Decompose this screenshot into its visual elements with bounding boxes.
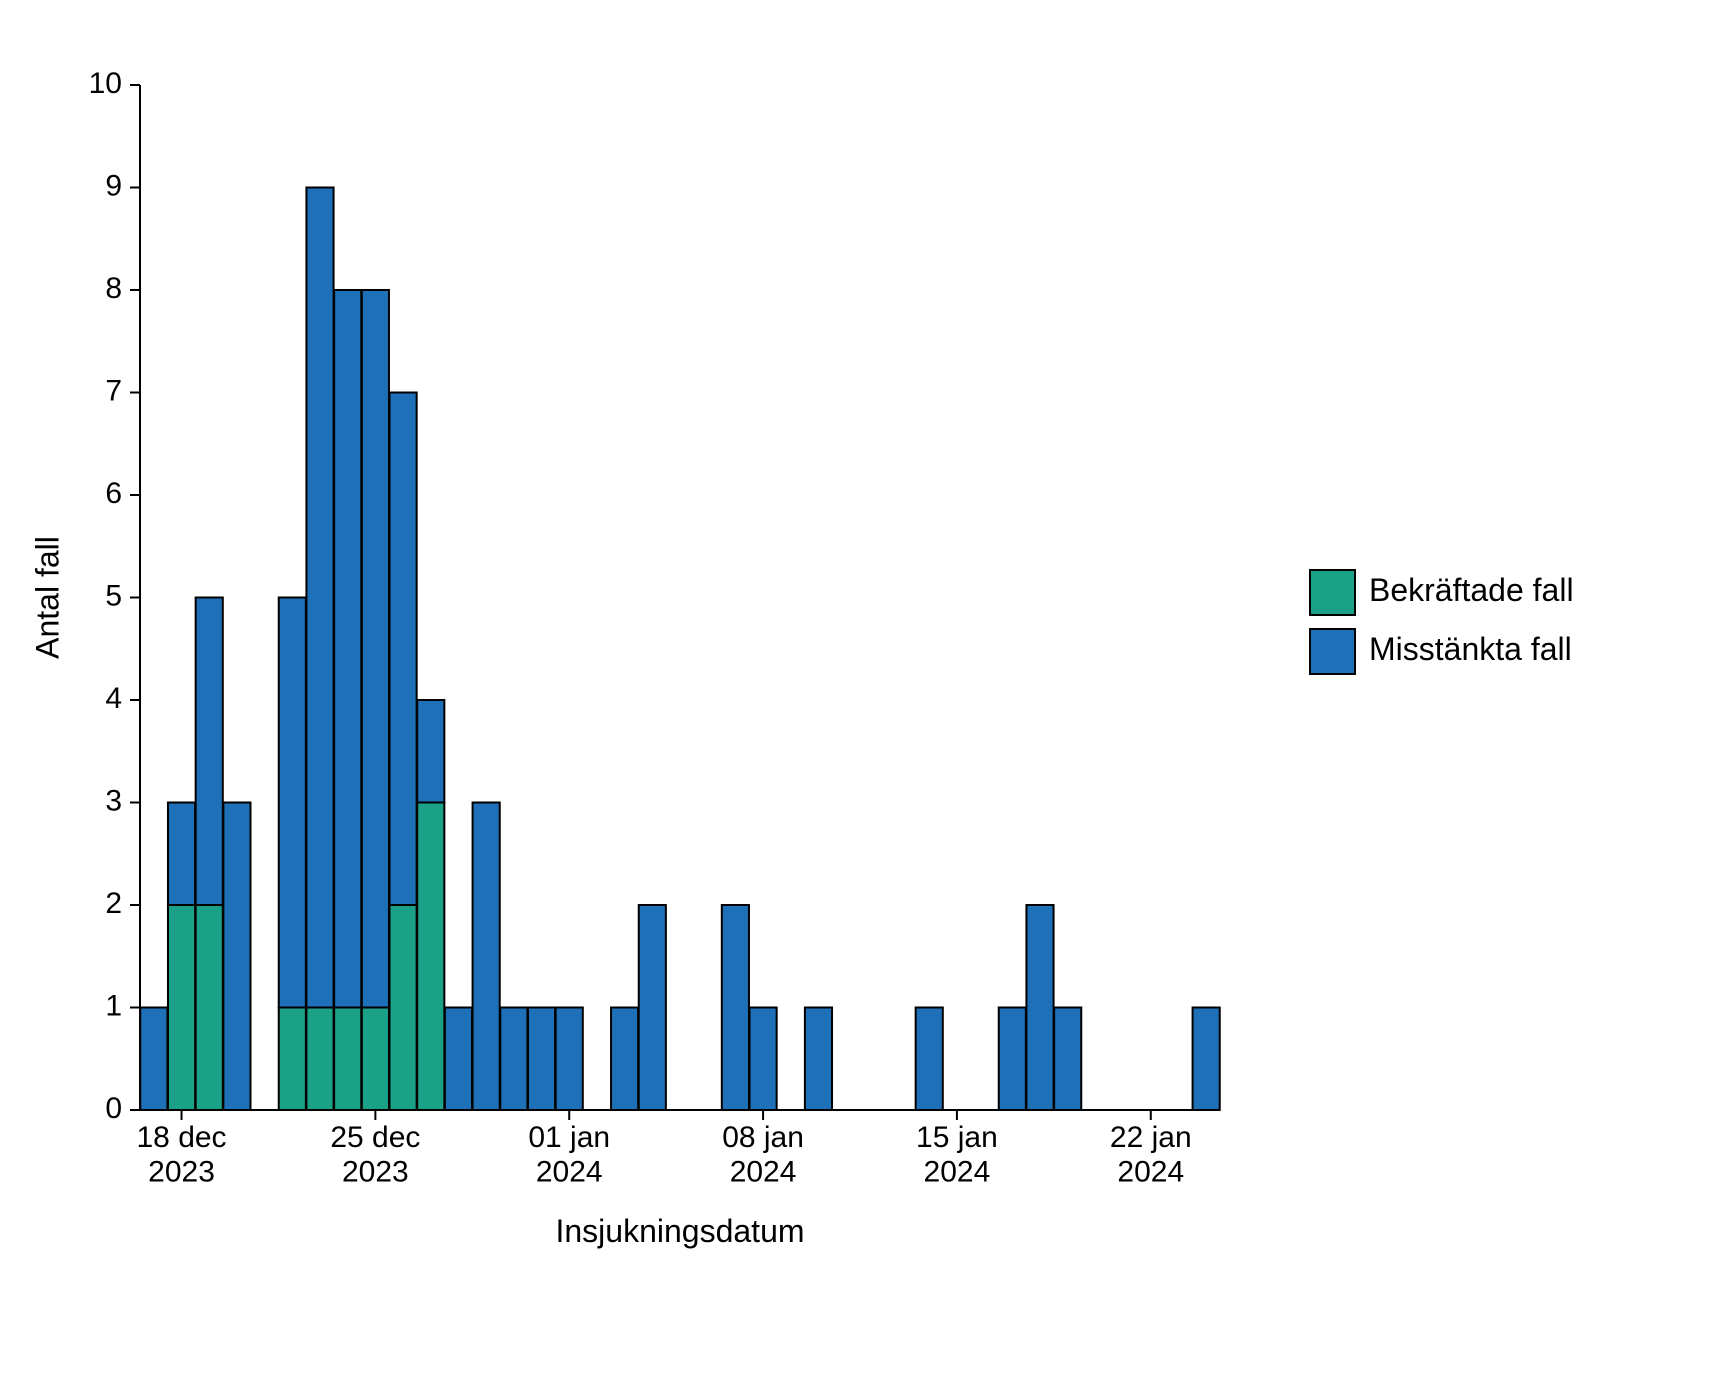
bar-suspected — [362, 290, 389, 1008]
bar-suspected — [140, 1008, 167, 1111]
bar-confirmed — [168, 905, 195, 1110]
y-tick-label: 4 — [105, 682, 122, 715]
bar-suspected — [223, 803, 250, 1111]
bar-suspected — [390, 393, 417, 906]
bar-suspected — [556, 1008, 583, 1111]
bar-confirmed — [334, 1008, 361, 1111]
bar-suspected — [417, 700, 444, 803]
chart-container: 0 1 2 3 4 5 6 7 8 9 10 18 dec2023 25 dec2023 01 jan20… — [0, 0, 1734, 1374]
bar-suspected — [999, 1008, 1026, 1111]
x-tick-label: 18 dec2023 — [136, 1121, 226, 1189]
y-axis-label: Antal fall — [29, 536, 65, 659]
bar-suspected — [528, 1008, 555, 1111]
x-tick-label: 25 dec2023 — [330, 1121, 420, 1189]
bar-confirmed — [390, 905, 417, 1110]
bar-suspected — [611, 1008, 638, 1111]
bar-suspected — [279, 598, 306, 1008]
chart-background — [0, 0, 1734, 1374]
bar-suspected — [196, 598, 223, 906]
y-tick-label: 2 — [105, 887, 122, 920]
y-tick-label: 7 — [105, 374, 122, 407]
x-tick-label: 15 jan2024 — [916, 1121, 998, 1189]
bar-suspected — [445, 1008, 472, 1111]
bar-suspected — [805, 1008, 832, 1111]
y-tick-label: 3 — [105, 784, 122, 817]
bar-suspected — [1026, 905, 1053, 1110]
bar-confirmed — [196, 905, 223, 1110]
legend-swatch-confirmed — [1310, 570, 1355, 615]
y-tick-label: 10 — [89, 67, 122, 100]
bar-suspected — [500, 1008, 527, 1111]
bar-confirmed — [306, 1008, 333, 1111]
legend-label-suspected: Misstänkta fall — [1369, 631, 1572, 667]
bar-confirmed — [362, 1008, 389, 1111]
bar-suspected — [334, 290, 361, 1008]
x-tick-label: 22 jan2024 — [1110, 1121, 1192, 1189]
y-tick-label: 0 — [105, 1092, 122, 1125]
y-tick-label: 1 — [105, 989, 122, 1022]
legend-swatch-suspected — [1310, 629, 1355, 674]
y-tick-label: 8 — [105, 272, 122, 305]
bar-suspected — [168, 803, 195, 906]
bar-suspected — [916, 1008, 943, 1111]
bar-suspected — [1054, 1008, 1081, 1111]
y-tick-label: 6 — [105, 477, 122, 510]
y-tick-label: 9 — [105, 169, 122, 202]
bar-suspected — [473, 803, 500, 1111]
epidemic-curve-chart: 0 1 2 3 4 5 6 7 8 9 10 18 dec2023 25 dec2023 01 jan20… — [0, 0, 1734, 1374]
bar-suspected — [722, 905, 749, 1110]
x-tick-label: 01 jan2024 — [528, 1121, 610, 1189]
bar-confirmed — [417, 803, 444, 1111]
y-tick-label: 5 — [105, 579, 122, 612]
x-axis-label: Insjukningsdatum — [555, 1213, 804, 1249]
bar-confirmed — [279, 1008, 306, 1111]
bar-suspected — [750, 1008, 777, 1111]
bar-suspected — [639, 905, 666, 1110]
legend-label-confirmed: Bekräftade fall — [1369, 572, 1574, 608]
bar-suspected — [306, 188, 333, 1008]
bar-suspected — [1193, 1008, 1220, 1111]
x-tick-label: 08 jan2024 — [722, 1121, 804, 1189]
